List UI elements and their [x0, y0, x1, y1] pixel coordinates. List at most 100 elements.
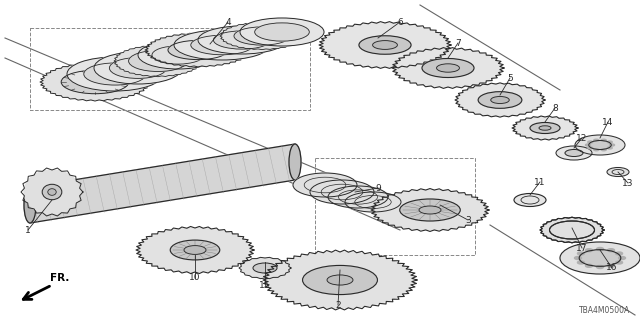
Text: 5: 5: [507, 74, 513, 83]
Ellipse shape: [327, 275, 353, 285]
Ellipse shape: [170, 240, 220, 260]
Text: 10: 10: [189, 274, 201, 283]
Ellipse shape: [616, 261, 623, 264]
Ellipse shape: [478, 92, 522, 108]
Ellipse shape: [588, 141, 593, 143]
Text: 17: 17: [576, 244, 588, 252]
Ellipse shape: [323, 23, 447, 67]
Text: 14: 14: [602, 117, 614, 126]
Ellipse shape: [396, 49, 500, 87]
Ellipse shape: [289, 144, 301, 180]
Ellipse shape: [594, 149, 599, 151]
Ellipse shape: [345, 192, 401, 212]
Ellipse shape: [184, 246, 206, 254]
Ellipse shape: [138, 41, 218, 69]
Text: 13: 13: [622, 179, 634, 188]
Ellipse shape: [359, 36, 411, 54]
Ellipse shape: [116, 46, 200, 76]
Ellipse shape: [586, 249, 593, 252]
Ellipse shape: [67, 57, 163, 91]
Ellipse shape: [575, 135, 625, 155]
Ellipse shape: [616, 252, 623, 255]
Ellipse shape: [458, 84, 542, 116]
Ellipse shape: [268, 252, 412, 308]
Ellipse shape: [575, 257, 582, 260]
Ellipse shape: [222, 23, 302, 49]
Ellipse shape: [24, 187, 36, 223]
Ellipse shape: [400, 199, 460, 221]
Ellipse shape: [24, 170, 80, 214]
Ellipse shape: [240, 18, 324, 46]
Ellipse shape: [618, 257, 625, 260]
Ellipse shape: [303, 266, 378, 294]
Text: 1: 1: [25, 226, 31, 235]
Ellipse shape: [530, 123, 560, 133]
Text: 15: 15: [259, 281, 271, 290]
Ellipse shape: [84, 63, 146, 85]
Text: 16: 16: [606, 263, 618, 273]
Ellipse shape: [48, 189, 56, 195]
Ellipse shape: [255, 23, 309, 41]
Text: 7: 7: [455, 38, 461, 47]
Ellipse shape: [328, 186, 388, 208]
Ellipse shape: [607, 249, 614, 252]
Ellipse shape: [577, 252, 584, 255]
Ellipse shape: [436, 64, 460, 72]
Ellipse shape: [601, 149, 606, 151]
Ellipse shape: [191, 35, 253, 55]
Ellipse shape: [168, 40, 228, 60]
Ellipse shape: [607, 264, 614, 267]
Ellipse shape: [152, 46, 204, 64]
Ellipse shape: [560, 242, 640, 274]
Text: 2: 2: [335, 300, 341, 309]
Ellipse shape: [42, 184, 62, 200]
Ellipse shape: [109, 58, 166, 78]
Ellipse shape: [372, 41, 397, 49]
Ellipse shape: [422, 59, 474, 77]
Ellipse shape: [542, 218, 602, 242]
Ellipse shape: [607, 147, 612, 149]
Ellipse shape: [375, 190, 485, 230]
Ellipse shape: [293, 173, 357, 197]
Text: TBA4M0500A: TBA4M0500A: [579, 306, 630, 315]
Ellipse shape: [565, 149, 583, 156]
Ellipse shape: [589, 140, 611, 149]
Text: 9: 9: [375, 183, 381, 193]
Text: 4: 4: [225, 18, 231, 27]
Ellipse shape: [539, 126, 551, 130]
Ellipse shape: [556, 146, 592, 160]
Ellipse shape: [607, 167, 629, 177]
Ellipse shape: [491, 97, 509, 104]
Text: 11: 11: [534, 178, 546, 187]
Text: FR.: FR.: [50, 273, 69, 283]
Ellipse shape: [594, 139, 599, 141]
Ellipse shape: [607, 141, 612, 143]
Ellipse shape: [241, 258, 289, 278]
Text: 8: 8: [552, 103, 558, 113]
Ellipse shape: [129, 51, 188, 71]
Ellipse shape: [515, 117, 575, 139]
Text: 6: 6: [397, 18, 403, 27]
Ellipse shape: [140, 228, 250, 272]
Ellipse shape: [588, 147, 593, 149]
Ellipse shape: [419, 206, 441, 214]
Ellipse shape: [586, 144, 591, 146]
Ellipse shape: [596, 247, 604, 251]
Ellipse shape: [596, 266, 604, 268]
Ellipse shape: [514, 194, 546, 206]
Ellipse shape: [609, 144, 614, 146]
Text: 12: 12: [576, 133, 588, 142]
Ellipse shape: [601, 139, 606, 141]
Ellipse shape: [174, 30, 270, 60]
Polygon shape: [30, 144, 295, 223]
Ellipse shape: [43, 64, 147, 100]
Ellipse shape: [234, 27, 290, 45]
Ellipse shape: [148, 34, 248, 66]
Ellipse shape: [586, 264, 593, 267]
Ellipse shape: [310, 180, 374, 204]
Text: 3: 3: [465, 215, 471, 225]
Ellipse shape: [94, 52, 182, 84]
Ellipse shape: [61, 70, 129, 94]
Ellipse shape: [579, 250, 621, 266]
Ellipse shape: [253, 263, 277, 273]
